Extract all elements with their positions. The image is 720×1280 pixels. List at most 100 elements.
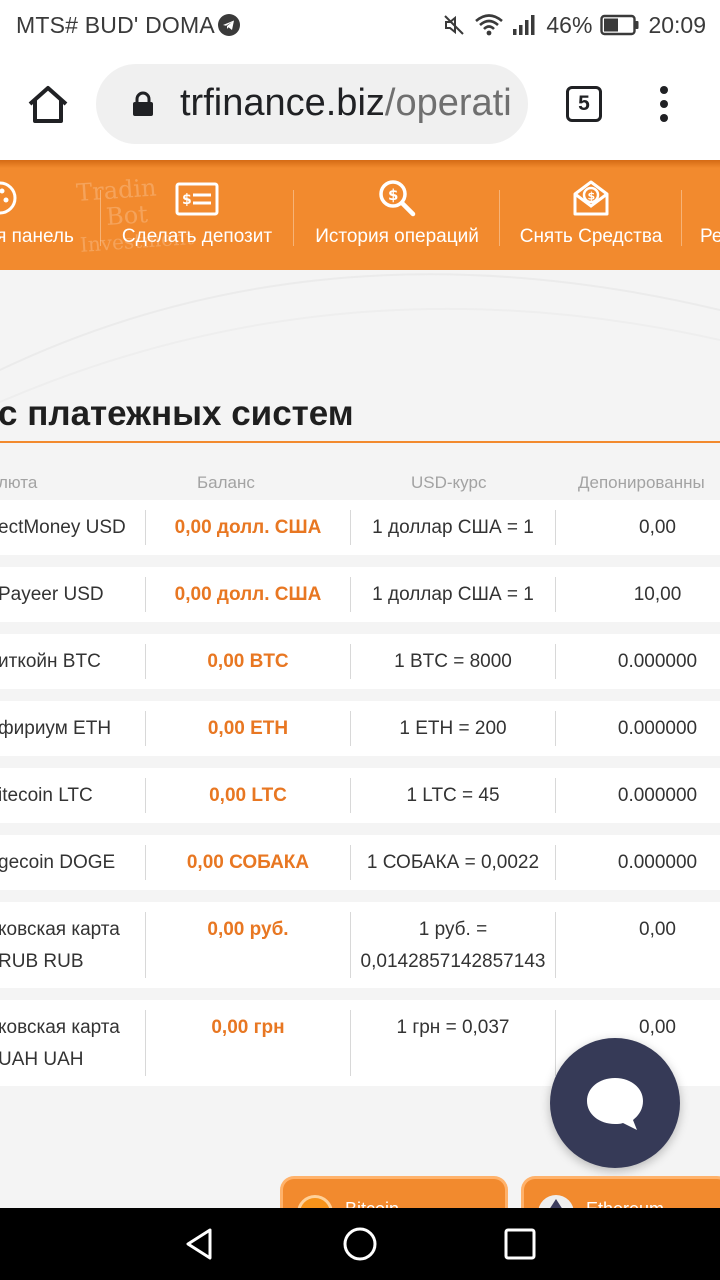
column-header-deposited: Депонированны (578, 473, 705, 492)
withdraw-envelope-icon: $ (573, 180, 609, 216)
url-text[interactable]: trfinance.biz/operati (180, 82, 512, 125)
column-divider (145, 1010, 146, 1076)
column-divider (145, 711, 146, 746)
url-domain: trfinance.biz (180, 82, 385, 124)
telegram-icon (218, 14, 240, 36)
lock-icon (133, 91, 153, 116)
nav-label: Ре (700, 226, 720, 247)
deposited-value: 10,00 (633, 584, 682, 605)
column-divider (145, 510, 146, 545)
overflow-menu-icon[interactable] (650, 84, 678, 124)
nav-divider (681, 190, 682, 246)
mute-icon (444, 15, 465, 35)
table-row: фириум ETH 0,00 ETH 1 ETH = 200 0.000000 (0, 701, 720, 756)
column-divider (350, 845, 351, 880)
nav-item-partial[interactable]: Ре (694, 160, 720, 270)
column-divider (145, 644, 146, 679)
nav-divider (293, 190, 294, 246)
currency-name: ectMoney USD (0, 517, 126, 538)
recents-icon[interactable] (502, 1226, 538, 1262)
search-money-icon: $ (379, 180, 416, 217)
currency-name: фириум ETH (0, 718, 112, 739)
signal-icon (513, 15, 535, 35)
clock: 20:09 (648, 11, 706, 38)
chat-bubble-icon (587, 1078, 643, 1130)
usd-rate: 1 BTC = 8000 (394, 651, 512, 672)
wifi-icon (475, 14, 504, 36)
column-divider (555, 510, 556, 545)
currency-name: Payeer USD (0, 584, 104, 605)
balance-value: 0,00 ETH (207, 718, 289, 739)
column-divider (145, 845, 146, 880)
column-divider (350, 577, 351, 612)
currency-name: иткойн BTC (0, 651, 101, 672)
background-swirl (0, 273, 720, 404)
balance-value: 0,00 СОБАКА (186, 852, 310, 873)
currency-name: gecoin DOGE (0, 852, 116, 873)
title-underline (0, 441, 720, 443)
column-divider (350, 778, 351, 813)
column-divider (555, 778, 556, 813)
nav-label: я панель (0, 226, 74, 247)
usd-rate: 1 LTC = 45 (406, 785, 500, 806)
nav-label: Снять Средства (519, 226, 663, 247)
deposited-value: 0,00 (639, 1017, 676, 1038)
nav-divider (499, 190, 500, 246)
table-row: gecoin DOGE 0,00 СОБАКА 1 СОБАКА = 0,002… (0, 835, 720, 890)
nav-label: Сделать депозит (121, 226, 273, 247)
column-divider (555, 644, 556, 679)
table-row: ковская карта RUB RUB 0,00 руб. 1 руб. =… (0, 902, 720, 988)
currency-name: ковская карта (0, 1017, 120, 1038)
nav-label: История операций (315, 226, 479, 247)
column-divider (145, 577, 146, 612)
home-icon[interactable] (26, 84, 70, 124)
table-row: Payeer USD 0,00 долл. США 1 доллар США =… (0, 567, 720, 622)
chat-widget-button[interactable] (550, 1038, 680, 1168)
deposited-value: 0,00 (639, 517, 676, 538)
dashboard-icon (0, 181, 17, 215)
currency-name: itecoin LTC (0, 785, 93, 806)
table-row: itecoin LTC 0,00 LTC 1 LTC = 45 0.000000 (0, 768, 720, 823)
usd-rate: 1 СОБАКА = 0,0022 (366, 852, 540, 873)
balance-value: 0,00 LTC (209, 785, 287, 806)
column-divider (555, 845, 556, 880)
nav-item-deposit[interactable]: $ Сделать депозит (110, 160, 284, 270)
status-icons: 46% 20:09 (442, 10, 706, 40)
deposit-card-icon: $ (175, 182, 219, 216)
table-row: иткойн BTC 0,00 BTC 1 BTC = 8000 0.00000… (0, 634, 720, 689)
column-divider (145, 912, 146, 978)
currency-name: ковская карта (0, 919, 120, 940)
tab-switcher-button[interactable]: 5 (566, 86, 602, 122)
deposited-value: 0.000000 (617, 852, 698, 873)
column-divider (350, 1010, 351, 1076)
carrier-name: MTS# BUD' DOMA (16, 12, 215, 38)
column-divider (350, 912, 351, 978)
home-circle-icon[interactable] (342, 1226, 378, 1262)
usd-rate: 1 руб. = (418, 919, 488, 940)
column-divider (555, 1010, 556, 1076)
balance-value: 0,00 BTC (207, 651, 289, 672)
usd-rate: 1 ETH = 200 (399, 718, 507, 739)
url-path: /operati (384, 82, 512, 124)
nav-top-shadow (0, 160, 720, 168)
column-divider (350, 711, 351, 746)
status-bar: MTS# BUD' DOMA 46% 20:09 (0, 0, 720, 50)
battery-percent: 46% (546, 11, 593, 38)
svg-text:$: $ (182, 192, 192, 208)
nav-item-dashboard[interactable]: я панель (0, 160, 90, 270)
nav-divider (100, 190, 101, 246)
back-icon[interactable] (182, 1226, 218, 1262)
page-title: с платежных систем (0, 394, 354, 433)
usd-rate: 1 грн = 0,037 (396, 1017, 510, 1038)
android-navigation-bar (0, 1208, 720, 1280)
balance-value: 0,00 грн (211, 1017, 285, 1038)
svg-text:$: $ (588, 190, 596, 203)
nav-item-history[interactable]: $ История операций (304, 160, 490, 270)
address-bar[interactable] (96, 64, 528, 144)
balance-value: 0,00 долл. США (174, 517, 322, 538)
usd-rate: 1 доллар США = 1 (372, 517, 534, 538)
deposited-value: 0.000000 (617, 718, 698, 739)
nav-item-withdraw[interactable]: $ Снять Средства (508, 160, 674, 270)
column-header-balance: Баланс (197, 473, 255, 492)
deposited-value: 0.000000 (617, 785, 698, 806)
